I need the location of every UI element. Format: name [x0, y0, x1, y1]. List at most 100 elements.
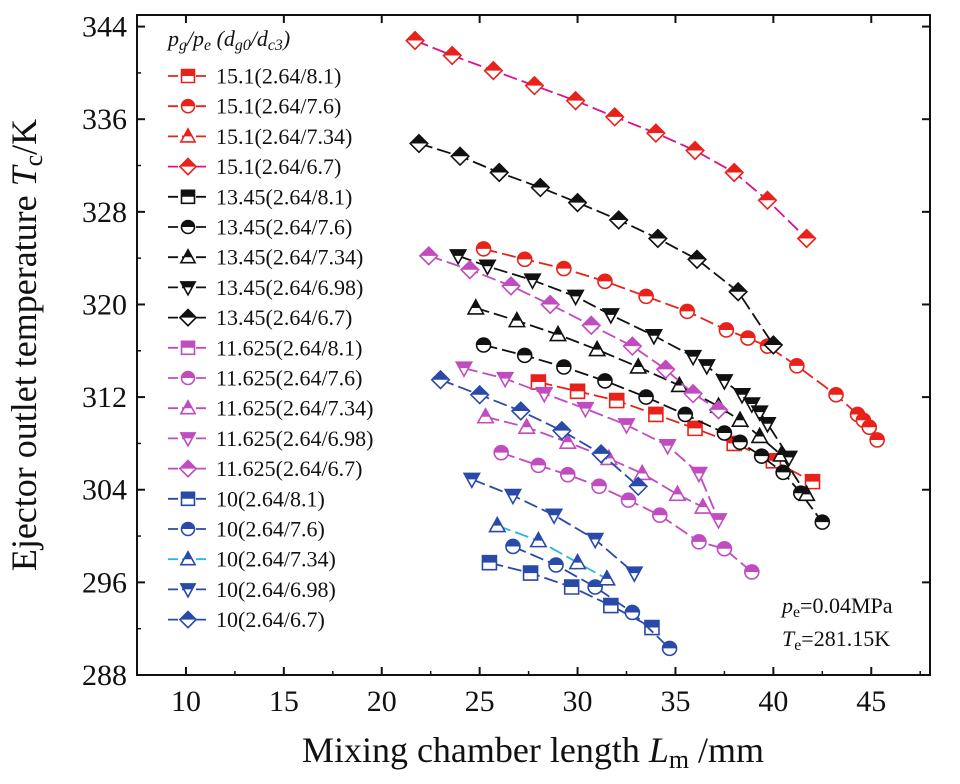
data-point [558, 432, 577, 450]
data-point [608, 210, 629, 230]
data-point [861, 419, 878, 436]
data-point [179, 399, 197, 415]
legend-label: 10(2.64/6.7) [216, 607, 325, 632]
data-point [797, 484, 816, 502]
data-point [708, 399, 729, 420]
x-tick-label: 40 [758, 685, 788, 718]
data-point [789, 358, 805, 374]
legend-item: 13.45(2.64/8.1) [168, 184, 352, 209]
series [405, 30, 817, 249]
data-point [685, 140, 705, 161]
data-point [507, 310, 526, 328]
data-point [587, 579, 603, 595]
data-point [178, 308, 198, 327]
series [475, 241, 885, 448]
x-tick-label: 45 [856, 685, 886, 718]
data-point [604, 107, 625, 127]
data-point [724, 162, 745, 183]
data-point [779, 450, 799, 468]
legend-label: 11.625(2.64/8.1) [216, 335, 362, 360]
data-point [753, 448, 770, 464]
series [493, 444, 760, 580]
data-point [658, 438, 677, 456]
series [418, 245, 729, 420]
data-point [565, 90, 586, 111]
data-point [540, 294, 561, 315]
legend-item: 13.45(2.64/6.98) [168, 275, 363, 300]
data-point [601, 308, 620, 325]
series [449, 249, 799, 468]
series [481, 554, 660, 636]
x-tick-label: 10 [171, 685, 201, 718]
data-point [608, 392, 625, 409]
data-point [869, 432, 885, 448]
annotation-pe: pe=0.04MPa [780, 593, 893, 621]
data-point [180, 98, 196, 114]
legend-item: 13.45(2.64/6.7) [168, 305, 352, 330]
data-point [179, 550, 197, 566]
data-point [828, 386, 844, 403]
data-point [454, 361, 474, 378]
legend-item: 10(2.64/6.7) [168, 607, 325, 632]
data-point [524, 75, 545, 96]
data-point [814, 514, 831, 530]
series [454, 361, 728, 530]
legend-item: 15.1(2.64/8.1) [168, 64, 341, 89]
legend-label: 10(2.64/7.6) [216, 517, 325, 542]
legend-item: 10(2.64/8.1) [168, 486, 325, 511]
series [475, 337, 831, 530]
data-point [409, 133, 429, 154]
data-point [718, 322, 735, 338]
legend-item: 11.625(2.64/6.7) [168, 456, 362, 481]
data-point [732, 434, 748, 451]
data-point [744, 564, 760, 580]
series-line [496, 524, 608, 580]
legend-label: 15.1(2.64/6.7) [216, 154, 341, 179]
data-point [638, 288, 654, 305]
y-tick-label: 304 [82, 474, 127, 507]
data-point [442, 45, 463, 66]
data-point [597, 373, 613, 389]
data-point [545, 508, 564, 525]
data-point [742, 397, 761, 414]
data-point [693, 497, 712, 514]
data-point [697, 359, 716, 376]
data-point [709, 513, 728, 530]
data-point [180, 219, 196, 235]
legend: 15.1(2.64/8.1) 15.1(2.64/7.6) 15.1(2.64/7.… [168, 64, 373, 632]
data-point [488, 515, 507, 533]
data-point [481, 554, 498, 571]
data-point [466, 298, 485, 315]
data-point [633, 463, 652, 481]
legend-item: 10(2.64/6.98) [168, 577, 336, 602]
data-point [450, 146, 470, 167]
data-point [567, 192, 588, 213]
legend-label: 13.45(2.64/7.34) [216, 245, 363, 270]
data-point [732, 388, 752, 405]
data-point [180, 521, 196, 537]
data-point [638, 389, 654, 405]
data-point [178, 157, 198, 176]
data-point [568, 552, 587, 570]
data-point [617, 418, 636, 435]
data-point [535, 386, 554, 404]
data-point [449, 249, 468, 266]
legend-item: 15.1(2.64/7.34) [168, 124, 352, 149]
data-point [644, 619, 660, 636]
data-point [691, 534, 707, 550]
legend-label: 10(2.64/7.34) [216, 547, 336, 572]
y-axis-title: Ejector outlet temperature Tc/K [4, 119, 48, 571]
data-point [179, 127, 197, 143]
data-point [687, 420, 703, 437]
data-point [517, 417, 536, 434]
data-point [430, 369, 451, 390]
annotation-te: Te=281.15K [782, 626, 890, 654]
legend-label: 10(2.64/8.1) [216, 486, 325, 511]
data-point [179, 281, 197, 297]
data-point [775, 464, 791, 481]
series [488, 515, 616, 586]
data-point [501, 276, 521, 296]
data-point [581, 315, 602, 336]
data-point [569, 383, 586, 400]
data-point [179, 432, 197, 448]
